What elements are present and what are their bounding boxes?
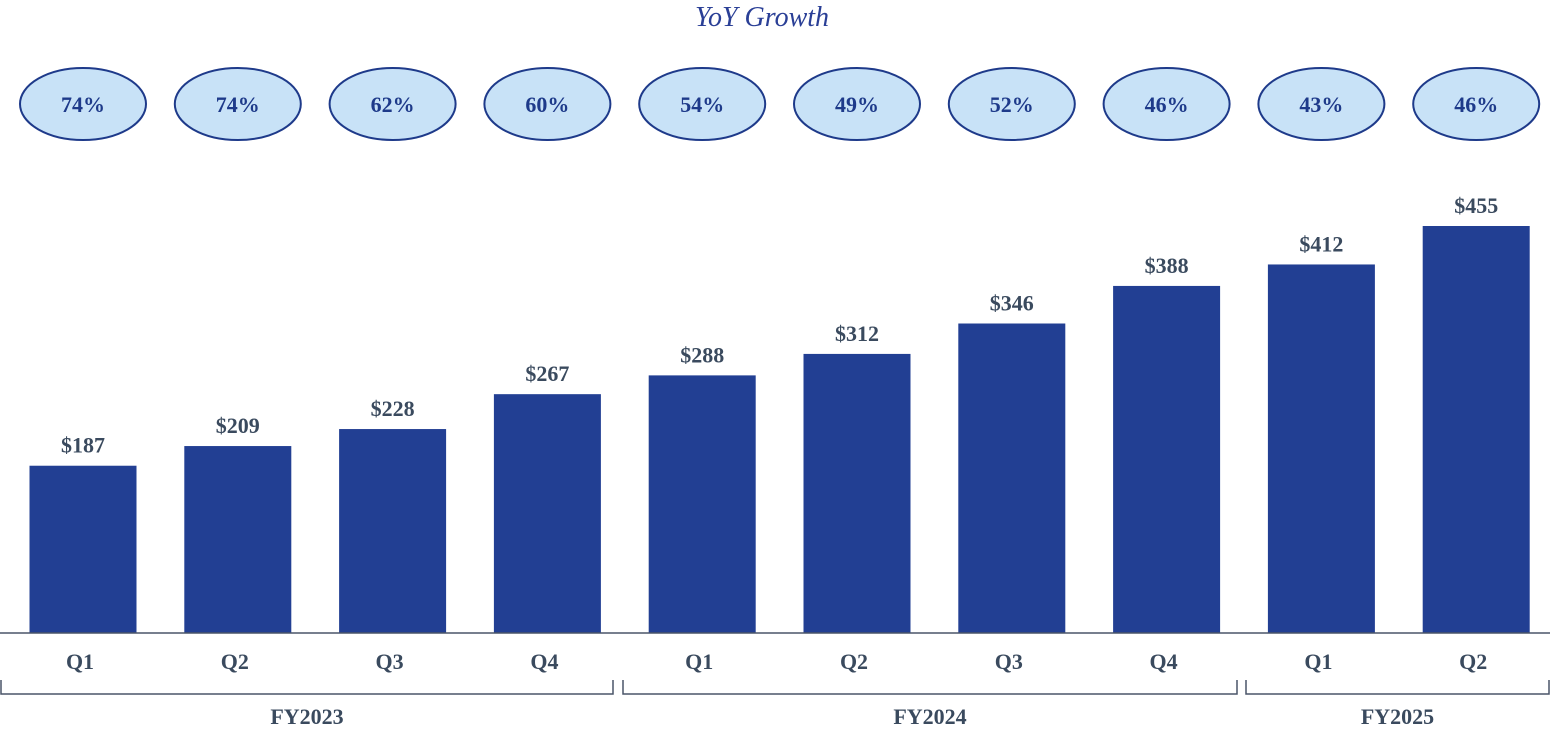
bar-value-label: $455 — [1454, 193, 1498, 218]
bar — [339, 429, 447, 633]
bar-value-label: $346 — [990, 291, 1034, 316]
yoy-growth-row: 74% 74% 62% 60% 54% 49% 52% 46% 43% 46% — [19, 67, 1541, 141]
bar — [1267, 264, 1375, 633]
chart-title: YoY Growth — [695, 2, 829, 33]
bar — [493, 394, 601, 633]
yoy-pill — [638, 67, 767, 141]
bar — [1422, 226, 1530, 633]
yoy-pill — [1257, 67, 1386, 141]
fiscal-year-bracket — [0, 680, 614, 695]
yoy-pill — [19, 67, 147, 141]
bar-value-label: $228 — [371, 396, 415, 421]
yoy-pill-label: 62% — [371, 92, 415, 117]
x-tick-label: Q1 — [66, 649, 94, 674]
bar-value-label: $412 — [1299, 231, 1343, 256]
x-axis-ticks: Q1 Q2 Q3 Q4 Q1 Q2 Q3 Q4 Q1 Q2 — [66, 649, 1487, 674]
x-tick-label: Q1 — [1304, 649, 1332, 674]
yoy-pill — [483, 67, 612, 141]
bar-value-label: $187 — [61, 433, 105, 458]
fiscal-year-bracket — [622, 680, 1238, 695]
yoy-pill-label: 46% — [1454, 92, 1498, 117]
bar — [958, 323, 1066, 633]
yoy-pill-label: 52% — [990, 92, 1034, 117]
x-tick-label: Q2 — [1459, 649, 1487, 674]
yoy-pill-label: 49% — [835, 92, 879, 117]
x-tick-label: Q2 — [840, 649, 868, 674]
x-tick-label: Q2 — [221, 649, 249, 674]
yoy-pill-label: 60% — [525, 92, 569, 117]
yoy-pill-label: 74% — [216, 92, 260, 117]
fiscal-year-label: FY2025 — [1361, 704, 1434, 729]
yoy-pill-label: 43% — [1299, 92, 1343, 117]
bar-value-label: $288 — [680, 342, 724, 367]
x-tick-label: Q3 — [995, 649, 1023, 674]
x-tick-label: Q3 — [376, 649, 404, 674]
bar-value-label: $267 — [525, 361, 569, 386]
yoy-pill — [173, 67, 302, 141]
bar-value-label: $209 — [216, 413, 260, 438]
bar — [803, 353, 911, 633]
fiscal-year-label: FY2024 — [893, 704, 966, 729]
yoy-pill-label: 54% — [680, 92, 724, 117]
bar — [29, 465, 137, 633]
bar-value-label: $312 — [835, 321, 879, 346]
x-tick-label: Q4 — [530, 649, 558, 674]
bar-series: $187 $209 $228 $267 $288 $312 $346 $388 $412 $455 — [29, 193, 1530, 633]
yoy-pill — [793, 67, 921, 141]
yoy-pill — [328, 67, 457, 141]
yoy-pill — [1102, 67, 1231, 141]
bar — [1113, 285, 1221, 633]
yoy-pill-label: 46% — [1145, 92, 1189, 117]
yoy-pill-label: 74% — [61, 92, 105, 117]
fiscal-year-groups: FY2023 FY2024 FY2025 — [0, 680, 1550, 729]
x-tick-label: Q1 — [685, 649, 713, 674]
fiscal-year-bracket — [1245, 680, 1550, 695]
bar — [184, 446, 292, 633]
yoy-pill — [1412, 67, 1541, 141]
bar — [648, 375, 756, 633]
x-tick-label: Q4 — [1150, 649, 1178, 674]
fiscal-year-label: FY2023 — [270, 704, 343, 729]
yoy-pill — [947, 67, 1076, 141]
bar-value-label: $388 — [1145, 253, 1189, 278]
